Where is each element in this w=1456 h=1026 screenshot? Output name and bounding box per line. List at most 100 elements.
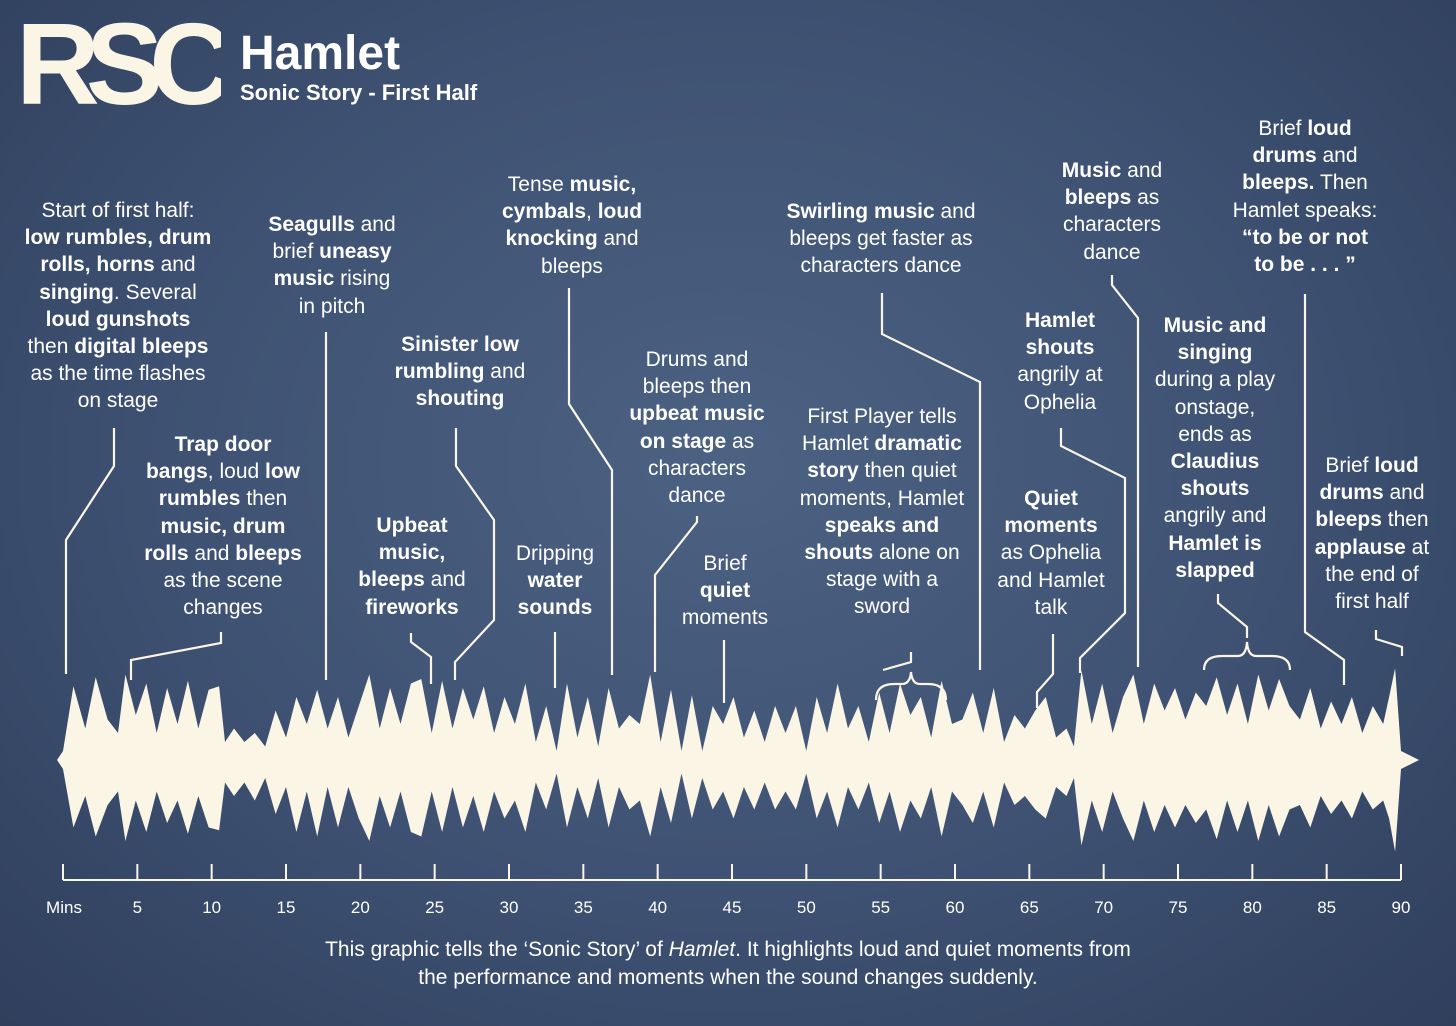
- leader-line-music-dance: [1110, 275, 1140, 667]
- annotation-text: talk: [1034, 595, 1068, 619]
- svg-text:RSC: RSC: [16, 18, 221, 110]
- leader-line-applause: [1374, 630, 1404, 656]
- annotation-text: on stage: [639, 429, 727, 453]
- leader-line-to-be: [1303, 294, 1346, 685]
- annotation-text: knocking: [505, 227, 598, 251]
- annotation-hamlet-shouts: Hamlet shouts angrily at Ophelia: [1017, 307, 1102, 416]
- leader-line-first-player: [882, 652, 913, 672]
- leader-line-trap-door: [129, 632, 223, 680]
- annotation-text: ,: [586, 200, 598, 224]
- caption-text: . It highlights loud and quiet moments f…: [735, 938, 1131, 961]
- annotation-text: Sinister low: [401, 333, 519, 356]
- axis-tick-label: 35: [574, 898, 593, 917]
- annotation-text: First Player tells: [807, 405, 957, 428]
- annotation-text: the end of: [1325, 562, 1419, 586]
- annotation-text: quiet: [699, 579, 751, 603]
- annotation-text: and: [154, 253, 196, 277]
- annotation-text: stage with a: [825, 568, 939, 592]
- annotation-text: at: [1405, 535, 1430, 559]
- annotation-text: sounds: [517, 596, 593, 620]
- page-title: Hamlet: [240, 27, 401, 80]
- annotation-text: angrily and: [1163, 504, 1267, 528]
- annotation-text: characters: [1062, 213, 1162, 237]
- annotation-text: bleeps: [358, 568, 425, 592]
- annotation-text: rising: [334, 267, 391, 291]
- annotation-text: Quiet: [1024, 487, 1078, 510]
- annotation-text: as the time flashes: [30, 362, 206, 386]
- annotation-text: story: [807, 459, 859, 483]
- axis-tick-label: 65: [1020, 898, 1039, 917]
- annotation-music-dance: Music and bleeps as characters dance: [1062, 157, 1162, 266]
- annotation-text: bleeps: [235, 541, 302, 565]
- annotation-text: Brief: [1325, 454, 1375, 477]
- annotation-text: dramatic: [874, 432, 962, 456]
- annotation-text: slapped: [1175, 558, 1255, 582]
- annotation-text: loud gunshots: [45, 307, 191, 331]
- annotation-text: then: [240, 487, 288, 511]
- annotation-text: bleeps.: [1242, 171, 1315, 195]
- annotation-text: rolls: [144, 541, 189, 565]
- annotation-text: as the scene: [163, 569, 283, 593]
- axis-tick-label: 60: [946, 898, 965, 917]
- axis-tick-label: 30: [500, 898, 519, 917]
- axis-tick-label: 90: [1392, 898, 1411, 917]
- axis-tick-label: 50: [797, 898, 816, 917]
- caption-line-2: the performance and moments when the sou…: [418, 966, 1038, 989]
- page-subtitle: Sonic Story - First Half: [240, 80, 478, 105]
- annotation-text: Music: [1061, 159, 1122, 182]
- annotation-text: changes: [183, 596, 263, 620]
- annotation-text: Start of first half:: [41, 199, 195, 222]
- annotation-text: first half: [1335, 590, 1409, 614]
- axis-tick-label: 25: [425, 898, 444, 917]
- axis-tick-label: 75: [1169, 898, 1188, 917]
- annotation-text: Hamlet is: [1168, 531, 1262, 555]
- annotation-text: Brief: [703, 552, 747, 575]
- annotation-text: Claudius: [1170, 450, 1260, 474]
- axis-tick-label: 15: [277, 898, 296, 917]
- annotation-text: shouting: [415, 387, 505, 411]
- annotation-text: as: [1131, 186, 1160, 210]
- annotation-text: music: [273, 267, 335, 291]
- annotation-text: cymbals: [501, 200, 587, 224]
- annotation-text: drums: [1252, 144, 1317, 168]
- annotation-text: low: [265, 460, 301, 484]
- annotation-seagulls: Seagulls and brief uneasy music rising in p…: [268, 211, 395, 320]
- annotation-text: and: [1383, 481, 1425, 505]
- annotation-start: Start of first half: low rumbles, drum rol…: [25, 197, 212, 415]
- leader-line-play-onstage: [1216, 594, 1249, 638]
- annotation-text: Hamlet speaks:: [1232, 198, 1378, 222]
- leader-line-upbeat-fireworks: [409, 633, 433, 684]
- annotation-text: rolls, horns: [40, 253, 155, 277]
- annotation-text: shouts: [1180, 477, 1250, 501]
- annotation-text: singing: [39, 280, 114, 304]
- annotation-text: upbeat music: [629, 402, 765, 426]
- annotation-text: Seagulls: [268, 213, 355, 236]
- annotation-text: then: [27, 335, 75, 359]
- annotation-text: dance: [668, 484, 726, 508]
- annotation-text: music,: [569, 173, 637, 196]
- annotation-brief-quiet: Brief quiet moments: [682, 550, 768, 632]
- annotation-text: then quiet: [858, 459, 957, 483]
- axis-tick-label: 20: [351, 898, 370, 917]
- annotation-text: on stage: [77, 389, 159, 413]
- annotation-tense: Tense music, cymbals, loud knocking and ble…: [502, 171, 642, 280]
- annotation-text: loud: [1374, 454, 1419, 477]
- annotation-play-onstage: Music and singing during a play onstage, end…: [1155, 312, 1275, 584]
- caption-title: Hamlet: [668, 938, 736, 961]
- annotation-text: during a play: [1154, 368, 1276, 392]
- annotation-text: fireworks: [365, 595, 459, 619]
- annotation-to-be: Brief loud drums and bleeps. Then Hamlet sp…: [1233, 115, 1378, 278]
- annotation-text: moments, Hamlet: [799, 486, 965, 510]
- annotation-text: Upbeat: [376, 514, 448, 537]
- annotation-text: applause: [1314, 535, 1406, 559]
- axis-tick-label: 40: [648, 898, 667, 917]
- annotation-text: drums: [1319, 481, 1384, 505]
- waveform-area: [57, 668, 1419, 852]
- annotation-dripping: Dripping water sounds: [516, 540, 594, 622]
- annotation-text: shouts: [1025, 336, 1095, 360]
- axis-unit-label: Mins: [46, 898, 82, 917]
- leader-line-hamlet-shouts: [1059, 428, 1127, 673]
- annotation-text: alone on: [873, 541, 960, 565]
- axis-tick-label: 85: [1317, 898, 1336, 917]
